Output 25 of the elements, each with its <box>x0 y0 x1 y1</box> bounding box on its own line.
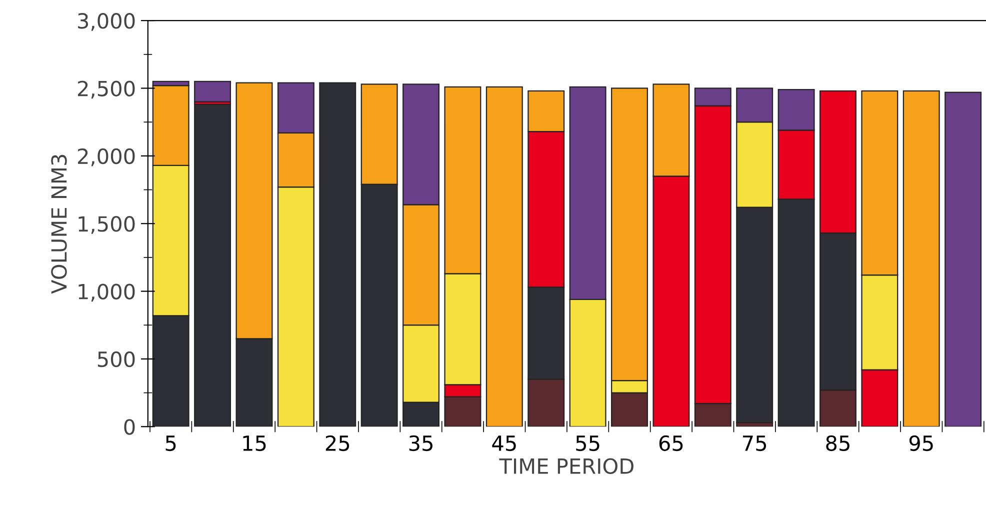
x-axis-title: TIME PERIOD <box>499 458 634 474</box>
bar <box>194 80 232 102</box>
y-tick-label: 1,500 <box>78 216 135 234</box>
bar <box>902 90 940 427</box>
y-tick-label: 3,000 <box>78 13 135 31</box>
bar <box>319 82 356 427</box>
bar <box>194 104 232 427</box>
x-tick-label: 95 <box>909 435 933 452</box>
x-tick-label: 35 <box>409 435 432 452</box>
x-tick-label: 55 <box>576 436 600 452</box>
y-tick-label: 2,500 <box>78 80 135 99</box>
x-tick-label: 85 <box>826 435 850 452</box>
y-tick-label: 0 <box>124 419 135 435</box>
bar <box>486 86 523 427</box>
x-tick-label: 65 <box>659 435 683 452</box>
y-tick-label: 500 <box>98 351 135 368</box>
bar <box>944 92 982 427</box>
x-tick-label: 25 <box>326 435 350 452</box>
x-tick-label: 15 <box>243 436 266 452</box>
x-tick-label: 5 <box>166 436 176 452</box>
x-tick-label: 75 <box>743 436 766 452</box>
x-tick-label: 45 <box>492 436 516 452</box>
y-tick-label: 2,000 <box>78 148 135 166</box>
y-tick-label: 1,000 <box>78 284 135 302</box>
y-axis-title: VOLUME NM3 <box>51 154 67 294</box>
